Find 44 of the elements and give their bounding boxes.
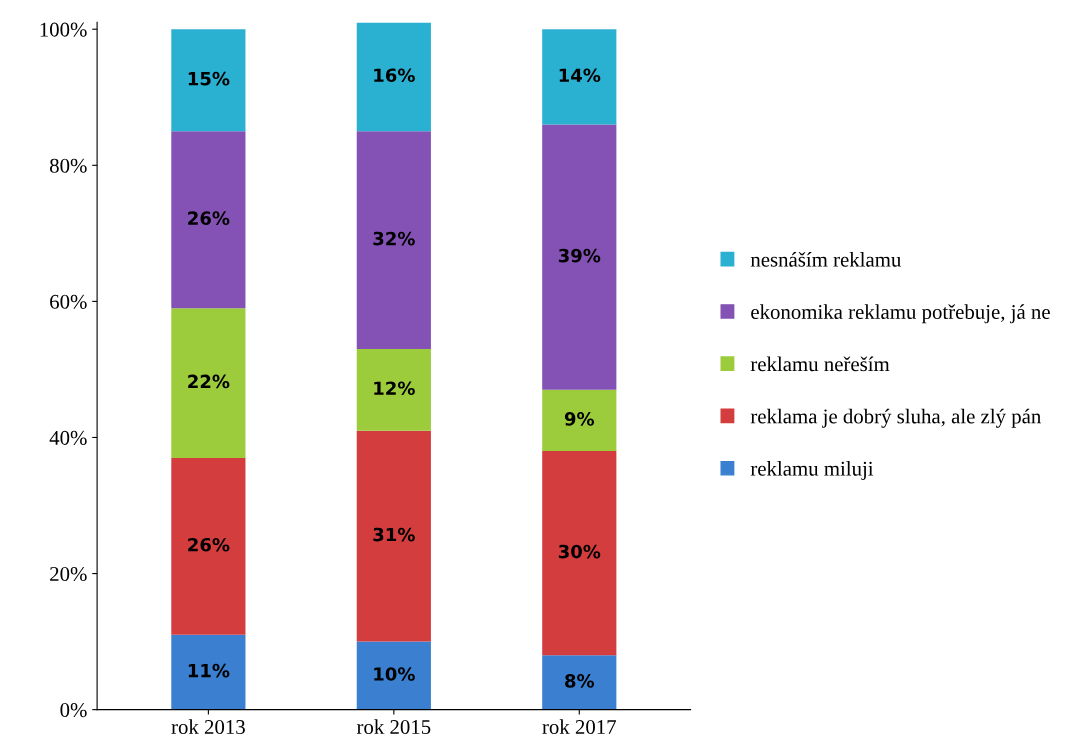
- legend-label: reklama je dobrý sluha, ale zlý pán: [750, 408, 1041, 428]
- x-tick-label: rok 2017: [542, 719, 617, 735]
- data-label: 11%: [188, 663, 230, 678]
- bar: [356, 430, 431, 642]
- y-tick-label: 80%: [50, 158, 87, 173]
- legend-label: reklamu miluji: [750, 461, 874, 480]
- data-label: 39%: [558, 248, 601, 263]
- legend-label: ekonomika reklamu potřebuje, já ne: [751, 304, 1050, 324]
- y-tick-label: 60%: [50, 294, 87, 309]
- data-label: 10%: [374, 667, 415, 681]
- data-label: 31%: [373, 527, 415, 542]
- bar: [542, 124, 617, 390]
- data-label: 26%: [188, 537, 230, 552]
- bar: [542, 451, 617, 656]
- data-label: 16%: [374, 68, 415, 83]
- bar: [356, 22, 431, 132]
- data-label: 22%: [188, 374, 230, 389]
- bar: [171, 457, 246, 635]
- x-tick-label: rok 2015: [356, 719, 431, 735]
- bar: [171, 634, 246, 710]
- data-label: 8%: [565, 674, 595, 688]
- y-tick-label: 40%: [49, 430, 87, 445]
- bar: [542, 389, 617, 452]
- data-label: 30%: [558, 544, 601, 559]
- bar: [356, 641, 431, 710]
- bar: [356, 349, 431, 431]
- data-label: 9%: [564, 412, 595, 426]
- y-tick-label: 20%: [50, 566, 87, 582]
- bar: [171, 308, 246, 458]
- y-tick-label: 100%: [40, 22, 87, 37]
- bar: [542, 29, 617, 125]
- legend-label: reklamu neřeším: [750, 356, 890, 372]
- x-tick-label: rok 2013: [171, 719, 245, 735]
- legend-label: nesnáším reklamu: [750, 252, 901, 267]
- data-label: 32%: [373, 231, 415, 246]
- bar: [356, 131, 431, 350]
- y-tick-label: 0%: [60, 703, 87, 718]
- bar: [171, 131, 246, 309]
- data-label: 12%: [374, 381, 415, 396]
- data-label: 14%: [559, 68, 601, 83]
- bar: [542, 655, 617, 710]
- bar: [171, 29, 246, 132]
- data-label: 15%: [188, 71, 230, 86]
- data-label: 26%: [188, 211, 230, 225]
